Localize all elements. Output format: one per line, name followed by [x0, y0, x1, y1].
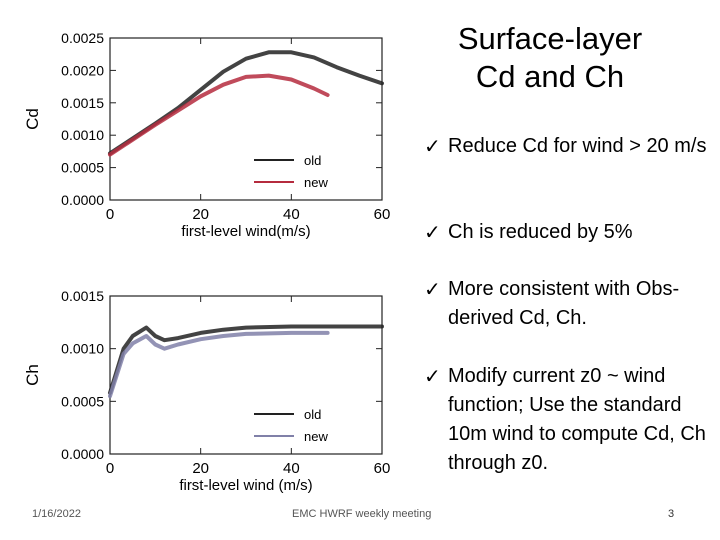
- x-axis-label: first-level wind(m/s): [181, 223, 310, 240]
- y-tick-label: 0.0005: [61, 393, 104, 409]
- bullet-item: ✓ Modify current z0 ~ wind function; Use…: [420, 362, 710, 478]
- x-tick-label: 60: [374, 206, 391, 223]
- plot-frame: [109, 37, 383, 201]
- y-axis-label: Ch: [23, 364, 42, 386]
- legend-label-new: new: [304, 429, 328, 444]
- x-tick-label: 0: [106, 206, 114, 223]
- y-axis-label: Cd: [23, 108, 42, 130]
- series-line-old: [108, 324, 384, 395]
- series-line-new: [108, 73, 330, 157]
- plot-frame: [109, 295, 383, 455]
- x-tick-label: 20: [192, 206, 209, 223]
- legend-label-new: new: [304, 175, 328, 190]
- bullet-item: ✓ Ch is reduced by 5%: [420, 218, 710, 247]
- footer-page-number: 3: [668, 508, 675, 520]
- x-tick-label: 20: [192, 460, 209, 477]
- y-tick-label: 0.0010: [61, 127, 104, 143]
- y-tick-label: 0.0015: [61, 95, 104, 111]
- bullet-item: ✓ More consistent with Obs-derived Cd, C…: [420, 275, 710, 333]
- x-axis-label: first-level wind (m/s): [179, 477, 312, 494]
- checkmark-icon: ✓: [424, 220, 441, 244]
- y-tick-label: 0.0010: [61, 341, 104, 357]
- x-tick-label: 0: [106, 460, 114, 477]
- bullet-item: ✓ Reduce Cd for wind > 20 m/s: [420, 132, 710, 161]
- bullet-text: Reduce Cd for wind > 20 m/s: [448, 135, 707, 157]
- checkmark-icon: ✓: [424, 277, 441, 301]
- ch-chart: 0.0000 0.0005 0.0010 0.0015 0 20 40 60 first-lev…: [0, 282, 400, 512]
- x-tick-label: 40: [283, 460, 300, 477]
- legend-label-old: old: [304, 407, 321, 422]
- cd-chart-svg: 0.0000 0.0005 0.0010 0.0015 0.0020 0.0025 0 20 4…: [23, 30, 391, 240]
- bullet-text: Modify current z0 ~ wind function; Use t…: [448, 365, 706, 474]
- checkmark-icon: ✓: [424, 364, 441, 388]
- legend-label-old: old: [304, 153, 321, 168]
- x-tick-label: 40: [283, 206, 300, 223]
- footer-date: 1/16/2022: [32, 508, 81, 520]
- bullet-text: More consistent with Obs-derived Cd, Ch.: [448, 278, 680, 329]
- y-tick-label: 0.0000: [61, 446, 104, 462]
- series-line-new: [108, 330, 330, 399]
- bullet-text: Ch is reduced by 5%: [448, 221, 633, 243]
- x-tick-label: 60: [374, 460, 391, 477]
- slide-title-line1: Surface-layer: [457, 21, 643, 56]
- y-tick-label: 0.0005: [61, 160, 104, 176]
- slide-title-line2: Cd and Ch: [475, 59, 625, 94]
- ch-chart-svg: 0.0000 0.0005 0.0010 0.0015 0 20 40 60 first-lev…: [23, 288, 391, 494]
- series-line-old: [108, 50, 384, 156]
- y-tick-label: 0.0025: [61, 30, 104, 46]
- footer-meeting-name: EMC HWRF weekly meeting: [292, 508, 432, 520]
- slide-title: Surface-layer Cd and Ch: [440, 20, 660, 96]
- y-tick-label: 0.0000: [61, 192, 104, 208]
- y-tick-label: 0.0015: [61, 288, 104, 304]
- checkmark-icon: ✓: [424, 134, 441, 158]
- y-tick-label: 0.0020: [61, 62, 104, 78]
- cd-chart: 0.0000 0.0005 0.0010 0.0015 0.0020 0.0025 0 20 4…: [0, 20, 400, 255]
